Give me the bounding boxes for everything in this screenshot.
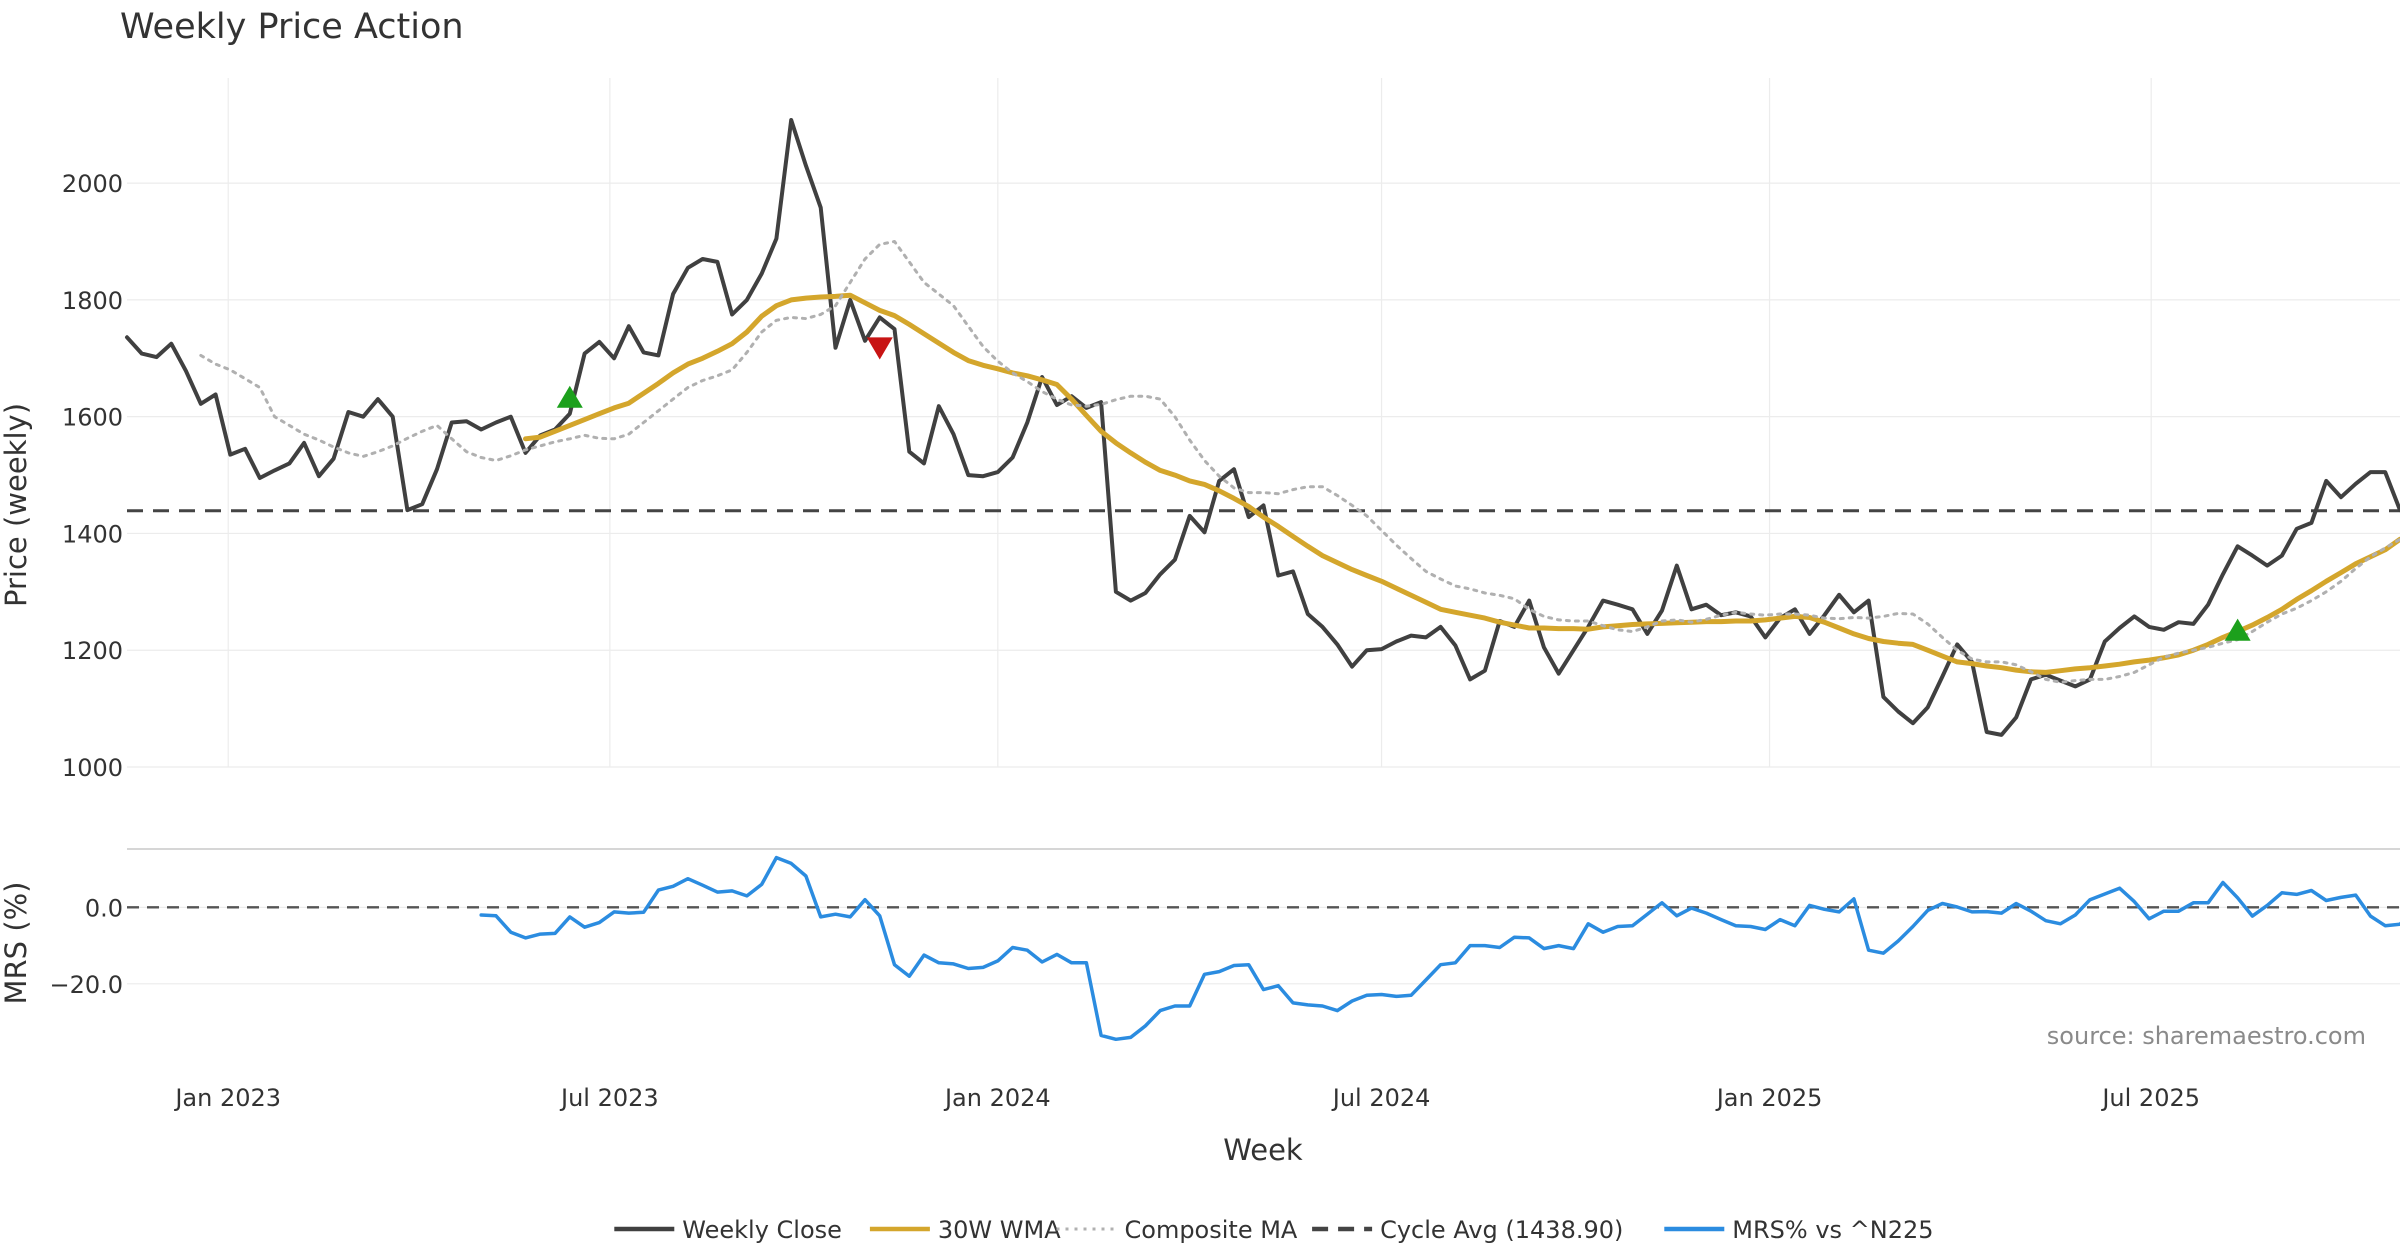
signal-markers	[556, 337, 2251, 641]
buy-signal-marker	[556, 385, 583, 408]
price-y-tick-label: 1000	[62, 754, 123, 782]
price-y-tick-label: 1600	[62, 404, 123, 432]
x-tick-label: Jul 2024	[1331, 1084, 1431, 1112]
x-tick-label: Jul 2025	[2100, 1084, 2200, 1112]
price-y-tick-label: 1400	[62, 520, 123, 548]
x-axis-label: Week	[1223, 1133, 1303, 1167]
mrs-vs-n225-line	[479, 855, 2400, 1042]
tick-labels: Jan 2023 Jul 2023 Jan 2024 Jul 2024 Jan 2025…	[49, 170, 2200, 1112]
x-tick-label: Jan 2023	[173, 1084, 281, 1112]
chart-title: Weekly Price Action	[120, 7, 464, 47]
x-tick-label: Jan 2024	[943, 1084, 1051, 1112]
legend-label-composite-ma: Composite MA	[1125, 1216, 1298, 1244]
source-credit: source: sharemaestro.com	[2047, 1022, 2366, 1050]
sell-signal-marker	[866, 337, 893, 360]
price-gridlines	[127, 78, 2400, 850]
mrs-y-tick-label: −20.0	[49, 971, 123, 999]
x-tick-label: Jan 2025	[1715, 1084, 1823, 1112]
price-y-tick-label: 1200	[62, 637, 123, 665]
price-y-axis-label: Price (weekly)	[0, 403, 33, 607]
weekly-close-line	[125, 118, 2400, 737]
mrs-y-tick-label: 0.0	[85, 894, 123, 922]
series-layer	[125, 118, 2400, 1042]
mrs-gridlines	[127, 906, 2400, 985]
buy-signal-marker	[2224, 618, 2251, 641]
reference-lines	[127, 509, 2400, 909]
mrs-y-axis-label: MRS (%)	[0, 882, 33, 1005]
legend: Weekly Close 30W WMA Composite MA Cycle Avg…	[614, 1216, 1934, 1244]
30w-wma-line	[523, 292, 2400, 675]
legend-label-cycle-avg-1438-90: Cycle Avg (1438.90)	[1380, 1216, 1623, 1244]
price-y-tick-label: 2000	[62, 170, 123, 198]
legend-label-weekly-close: Weekly Close	[682, 1216, 842, 1244]
composite-ma-line	[199, 240, 2400, 684]
price-y-tick-label: 1800	[62, 287, 123, 315]
legend-label-mrs-vs-n225: MRS% vs ^N225	[1732, 1216, 1933, 1244]
x-tick-label: Jul 2023	[559, 1084, 659, 1112]
legend-label-30w-wma: 30W WMA	[938, 1216, 1061, 1244]
